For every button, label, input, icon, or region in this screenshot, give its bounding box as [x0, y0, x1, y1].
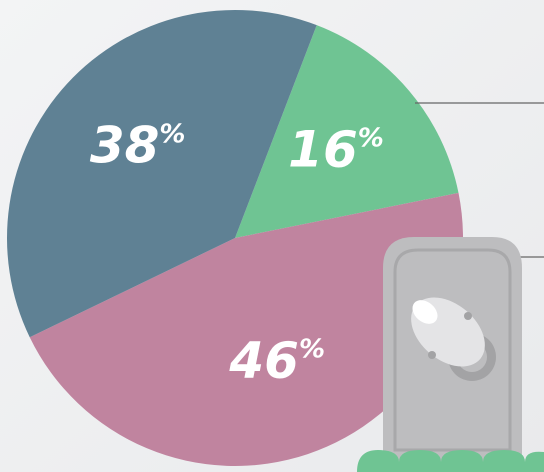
slice-label: 46% — [228, 331, 325, 389]
pacifier-tombstone-icon — [357, 237, 544, 472]
pie-slice — [7, 10, 317, 338]
slice-label: 16% — [288, 120, 384, 178]
pie: 16% 46% 38% — [7, 10, 464, 467]
pie-slice — [29, 192, 464, 467]
pie-slice — [235, 25, 459, 239]
slice-label: 38% — [90, 116, 186, 174]
